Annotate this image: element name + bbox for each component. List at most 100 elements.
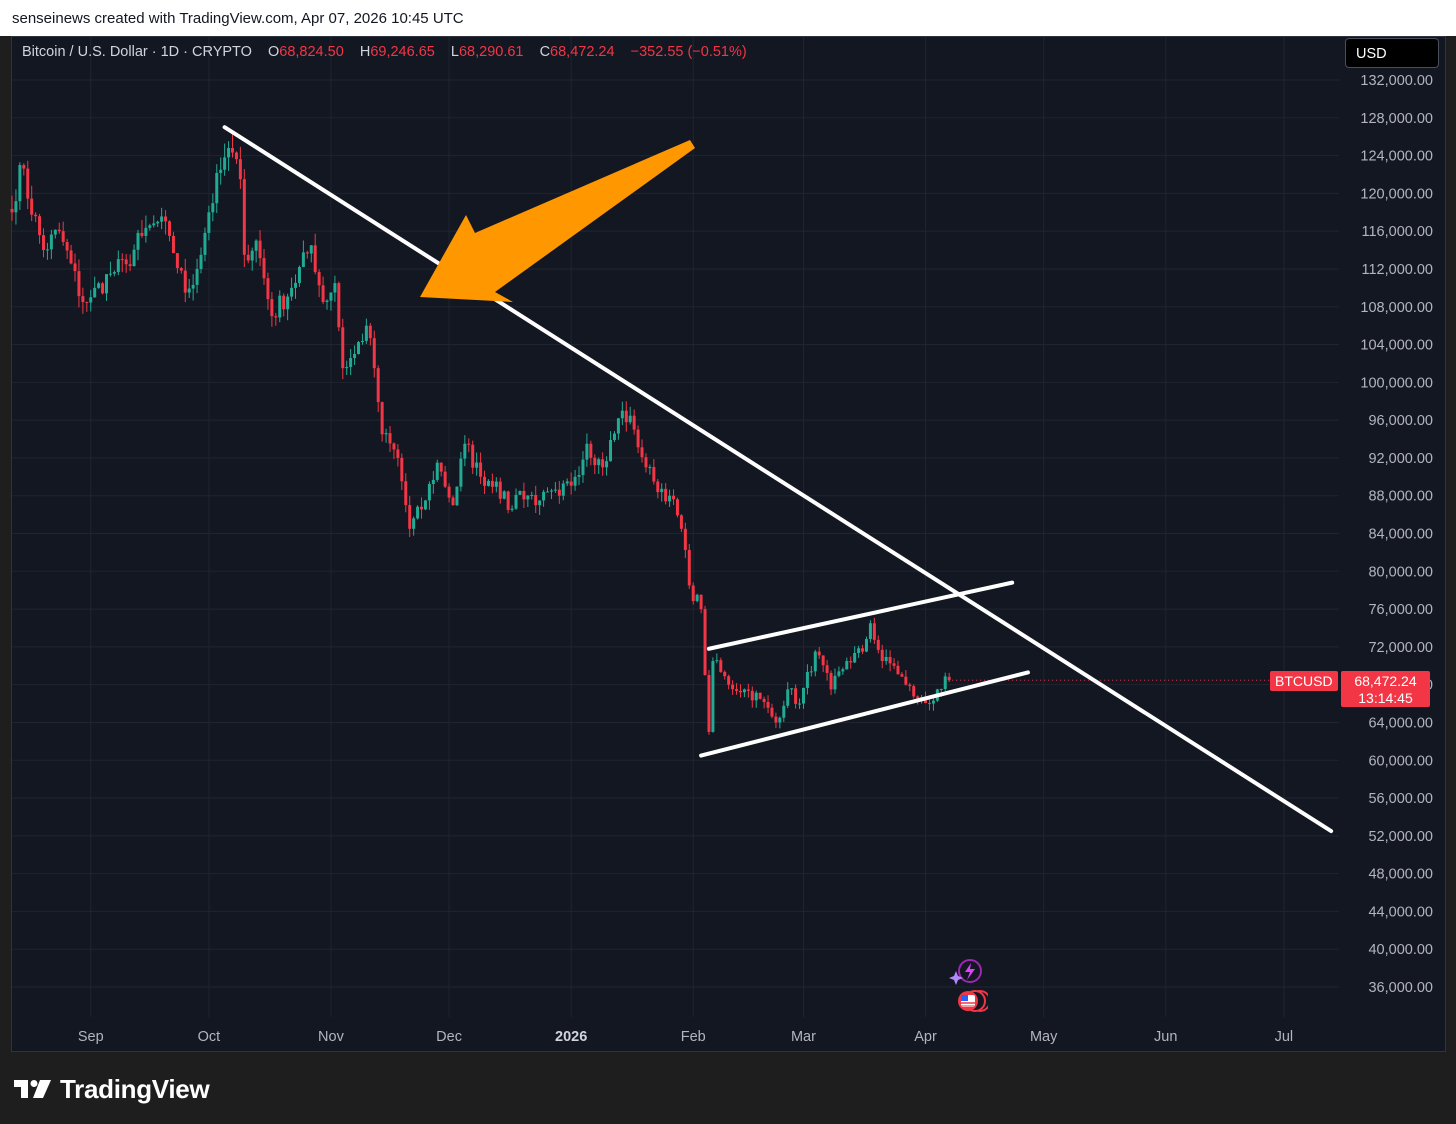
- candle-body: [408, 505, 412, 529]
- candle-body: [360, 340, 364, 343]
- candle-body: [124, 259, 128, 265]
- candle-body: [522, 490, 526, 500]
- candle-body: [57, 229, 61, 232]
- candle-body: [672, 495, 676, 500]
- orange-arrow: [420, 140, 695, 302]
- candle-body: [593, 457, 597, 466]
- price-tick-label: 40,000.00: [1368, 942, 1433, 958]
- candle-body: [565, 481, 569, 484]
- candle-body: [242, 179, 246, 255]
- candle-body: [148, 225, 152, 228]
- candle-body: [742, 689, 746, 693]
- currency-button[interactable]: USD: [1345, 38, 1439, 68]
- chart-pane[interactable]: [11, 36, 1446, 1052]
- candle-body: [825, 665, 829, 673]
- candle-body: [597, 459, 601, 466]
- candle-body: [357, 342, 361, 354]
- candle-body: [61, 231, 65, 242]
- candle-body: [601, 459, 605, 468]
- candle-body: [301, 252, 305, 268]
- candle-body: [297, 267, 301, 283]
- channel-upper-line: [706, 580, 1015, 651]
- channel-lower-line: [699, 670, 1030, 758]
- candle-body: [321, 285, 325, 303]
- price-tick-label: 48,000.00: [1368, 867, 1433, 883]
- candle-body: [38, 216, 42, 236]
- candle-body: [168, 221, 172, 236]
- candle-body: [278, 295, 282, 318]
- candle-body: [294, 282, 298, 288]
- high-label: H: [359, 44, 371, 60]
- price-tick-label: 56,000.00: [1368, 791, 1433, 807]
- events-icon[interactable]: [948, 956, 988, 1016]
- candle-body: [164, 216, 168, 222]
- candle-body: [368, 325, 372, 339]
- candle-body: [916, 696, 920, 699]
- candle-body: [864, 638, 868, 652]
- candle-body: [581, 459, 585, 476]
- candle-body: [719, 660, 723, 672]
- price-axis: 132,000.00 128,000.00 124,000.00 120,000.00…: [1360, 73, 1433, 996]
- candle-body: [758, 692, 762, 699]
- price-tick-label: 84,000.00: [1368, 527, 1433, 543]
- last-price-badge: 68,472.24 13:14:45: [1341, 671, 1430, 707]
- candle-body: [668, 495, 672, 502]
- candle-body: [171, 235, 175, 254]
- candle-body: [841, 669, 845, 672]
- candle-body: [431, 479, 435, 484]
- candle-body: [632, 415, 636, 430]
- candle-body: [266, 278, 270, 300]
- top-bar: senseinews created with TradingView.com,…: [0, 0, 1456, 36]
- candle-body: [97, 283, 101, 288]
- candle-body: [845, 661, 849, 670]
- candle-body: [573, 476, 577, 486]
- candle-body: [927, 703, 931, 705]
- candle-body: [506, 491, 510, 510]
- candle-body: [876, 639, 880, 650]
- candle-body: [900, 674, 904, 677]
- candle-body: [542, 491, 546, 501]
- candle-body: [467, 443, 471, 445]
- candle-body: [73, 263, 77, 272]
- candle-body: [400, 457, 404, 482]
- candle-body: [884, 656, 888, 662]
- candle-body: [451, 497, 455, 506]
- tradingview-logo[interactable]: TradingView: [14, 1072, 210, 1106]
- candle-body: [274, 316, 278, 318]
- candle-body: [420, 506, 424, 510]
- candle-body: [152, 223, 156, 226]
- candle-body: [809, 671, 813, 673]
- price-tick-label: 112,000.00: [1362, 262, 1434, 278]
- tv-logo-icon: [14, 1080, 51, 1098]
- candle-body: [731, 684, 735, 690]
- candle-body: [880, 649, 884, 662]
- price-tick-label: 44,000.00: [1368, 904, 1433, 920]
- time-tick-label: Sep: [78, 1029, 104, 1045]
- candle-body: [427, 483, 431, 501]
- symbol-legend[interactable]: Bitcoin / U.S. Dollar · 1D · CRYPTO O68,…: [22, 44, 747, 60]
- candle-body: [10, 208, 14, 213]
- candle-body: [144, 227, 148, 236]
- candle-body: [589, 443, 593, 458]
- candle-body: [798, 703, 802, 705]
- candle-body: [26, 168, 30, 199]
- candle-body: [727, 676, 731, 685]
- candle-body: [353, 353, 357, 359]
- candle-body: [246, 254, 250, 261]
- candle-body: [805, 671, 809, 688]
- price-tick-label: 104,000.00: [1360, 338, 1433, 354]
- candle-body: [471, 444, 475, 468]
- candle-body: [664, 488, 668, 502]
- candle-body: [675, 499, 679, 516]
- candle-body: [837, 671, 841, 676]
- candle-body: [333, 283, 337, 293]
- time-tick-label: May: [1030, 1029, 1058, 1045]
- candle-body: [156, 221, 160, 224]
- candle-body: [160, 216, 164, 222]
- candle-body: [404, 481, 408, 506]
- candle-body: [42, 235, 46, 251]
- candle-body: [794, 688, 798, 704]
- candle-body: [514, 494, 518, 509]
- attribution-text: senseinews created with TradingView.com,…: [12, 10, 464, 27]
